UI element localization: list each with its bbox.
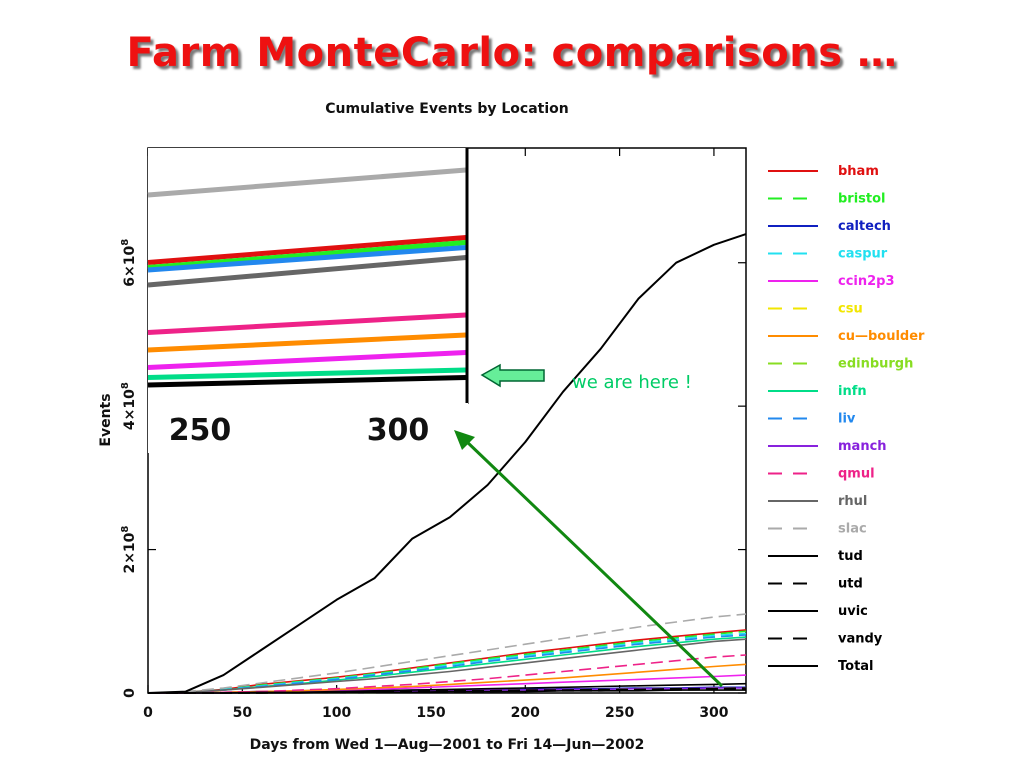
legend: bham bristol caltech caspur ccin2p3 csu cu—bou… — [768, 164, 925, 674]
inset-series-line — [147, 367, 467, 380]
inset-series-line — [147, 255, 467, 288]
inset-series-line — [147, 240, 467, 270]
series-line — [148, 688, 746, 694]
legend-label: csu — [838, 302, 863, 317]
inset-series-line — [147, 167, 467, 198]
y-tick-label: 2×108 — [120, 526, 138, 574]
series-line — [147, 613, 747, 694]
series-line — [147, 233, 747, 694]
legend-label: ccin2p3 — [838, 274, 895, 289]
x-tick-label: 250 — [605, 705, 634, 721]
y-tick-label: 6×108 — [120, 239, 138, 287]
y-axis: 0 2×108 4×108 6×108 — [120, 239, 746, 698]
x-axis-label: Days from Wed 1—Aug—2001 to Fri 14—Jun—2… — [250, 737, 645, 753]
legend-label: utd — [838, 577, 863, 592]
legend-label: caspur — [838, 247, 888, 262]
inset-series-line — [147, 332, 467, 353]
x-tick-label: 50 — [233, 705, 253, 721]
legend-label: manch — [838, 439, 887, 454]
legend-label: edinburgh — [838, 357, 913, 372]
legend-label: Total — [838, 659, 874, 674]
x-tick-label: 0 — [143, 705, 153, 721]
series-line — [147, 638, 747, 694]
legend-label: infn — [838, 384, 867, 399]
legend-label: slac — [838, 522, 867, 537]
inset-series-line — [147, 235, 467, 265]
legend-label: rhul — [838, 494, 867, 509]
x-tick-label: 150 — [416, 705, 445, 721]
legend-label: vandy — [838, 632, 883, 647]
y-axis-label: Events — [98, 393, 114, 446]
chart-title: Cumulative Events by Location — [325, 101, 568, 117]
legend-label: bham — [838, 164, 879, 179]
pointer-arrowhead-icon — [454, 430, 475, 450]
inset-series-line — [147, 350, 467, 370]
legend-label: liv — [838, 412, 856, 427]
legend-label: caltech — [838, 219, 891, 234]
slide-title: Farm MonteCarlo: comparisons … — [126, 30, 898, 76]
inset-tick-label: 300 — [367, 413, 430, 448]
x-tick-label: 100 — [322, 705, 351, 721]
series-layer — [147, 233, 747, 694]
legend-label: qmul — [838, 467, 875, 482]
inset-zoom: 250 300 — [147, 148, 469, 453]
x-axis: 0 50 100 150 200 250 300 — [143, 148, 729, 721]
x-tick-label: 300 — [699, 705, 728, 721]
pointer-arrow-line — [463, 438, 724, 688]
inset-series-line — [147, 245, 467, 273]
inset-tick-label: 250 — [169, 413, 232, 448]
legend-label: uvic — [838, 604, 868, 619]
x-tick-label: 200 — [511, 705, 540, 721]
legend-label: cu—boulder — [838, 329, 925, 344]
legend-label: bristol — [838, 192, 886, 207]
inset-label-band — [148, 403, 468, 453]
legend-label: tud — [838, 549, 863, 564]
inset-series-line — [147, 312, 467, 335]
y-tick-label: 0 — [122, 688, 138, 698]
inset-series-line — [147, 375, 467, 388]
y-tick-label: 4×108 — [120, 382, 138, 430]
left-arrow-icon — [480, 363, 545, 388]
annotation-text: we are here ! — [572, 372, 692, 393]
